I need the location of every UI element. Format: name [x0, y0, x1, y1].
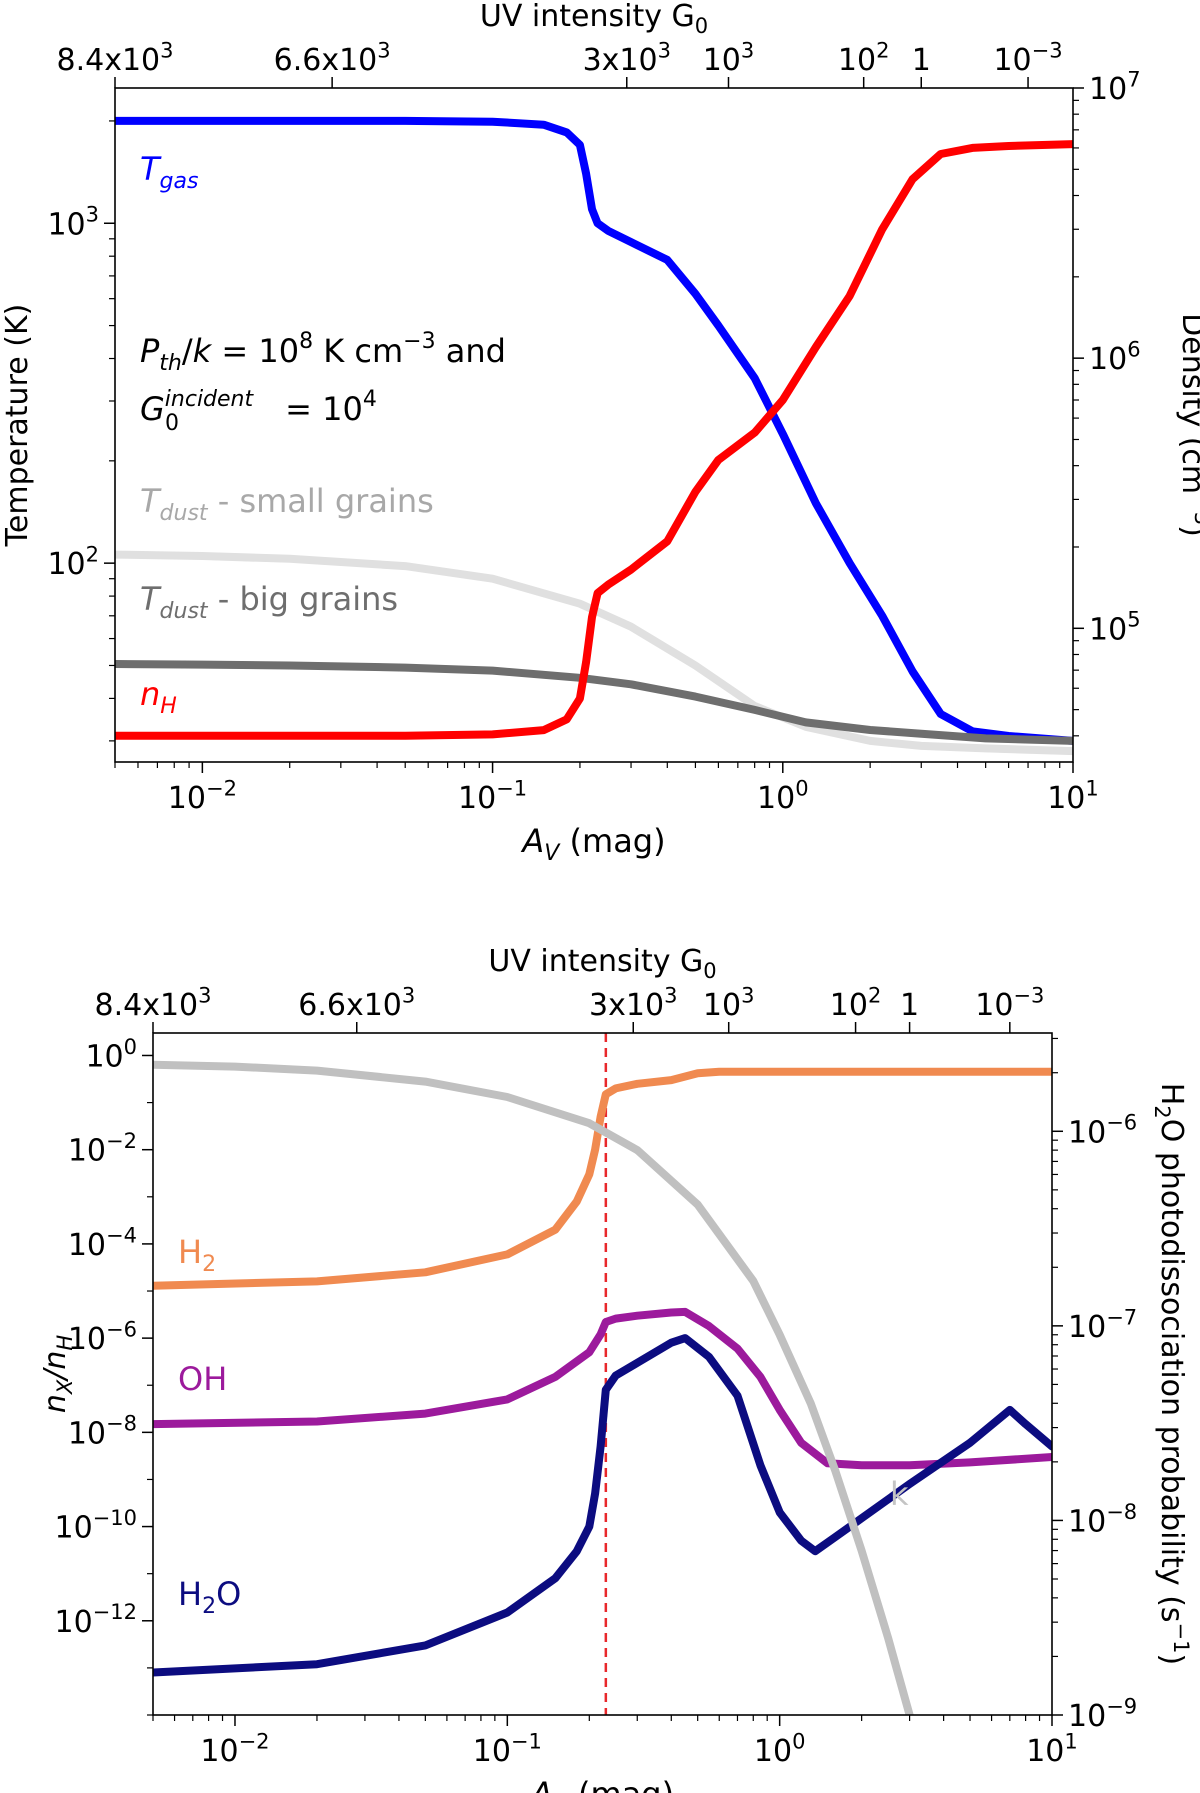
series-label-h2: H2 [178, 1233, 216, 1277]
right-tick-label: 10−8 [1068, 1500, 1137, 1540]
x-axis-label: AV (mag) [529, 1775, 674, 1793]
series-line-t-gas [115, 116, 1073, 745]
series-line-k [153, 1060, 914, 1715]
top-tick-label: 103 [703, 983, 755, 1023]
top-tick-label: 102 [830, 983, 882, 1023]
series-label-k: k [890, 1475, 909, 1513]
right-tick-label: 10−7 [1068, 1305, 1137, 1345]
right-tick-label: 105 [1089, 608, 1141, 648]
top-axis-label: UV intensity G0 [480, 0, 708, 38]
right-axis-label: H2O photodissociation probability (s−1) [1150, 1083, 1193, 1665]
left-tick-label: 10−4 [68, 1223, 137, 1263]
right-tick-label: 106 [1089, 338, 1141, 378]
panel-temperature-density: 10−2 10−1 100 101 AV (mag) 8.4x103 6.6x103 3x10… [0, 0, 1200, 866]
top-tick-label: 8.4x103 [56, 38, 173, 78]
top-tick-label: 10−3 [975, 983, 1044, 1023]
left-tick-label: 10−2 [68, 1129, 137, 1169]
right-axis-label: Density (cm−3) [1175, 313, 1200, 537]
plot-frame [114, 87, 1074, 763]
x-tick-label: 10−1 [473, 1729, 542, 1769]
series-line-oh [153, 1307, 1052, 1470]
x-tick-label: 10−2 [200, 1729, 269, 1769]
top-tick-label: 3x103 [583, 38, 671, 78]
series-label-h2o: H2O [178, 1575, 241, 1619]
top-tick-label: 6.6x103 [274, 38, 391, 78]
series-label-t-gas: Tgas [140, 150, 198, 194]
x-tick-label: 100 [757, 776, 809, 816]
annotation-incident-field: Gincident 0 = 104 [140, 387, 377, 436]
top-tick-label: 3x103 [589, 983, 677, 1023]
series-line-t-dust-big-grains [115, 660, 1073, 745]
left-tick-label: 10−8 [68, 1412, 137, 1452]
annotation-pressure: Pth/k = 108 K cm−3 and [140, 329, 506, 376]
x-tick-label: 10−2 [168, 776, 237, 816]
series-label-t-dust-small-grains: Tdust - small grains [140, 482, 434, 526]
series-label-n-h: nH [140, 675, 177, 719]
top-tick-label: 1 [900, 988, 919, 1023]
left-tick-label: 103 [47, 203, 99, 243]
right-tick-label: 107 [1089, 67, 1141, 107]
left-tick-label: 100 [85, 1035, 137, 1075]
x-tick-label: 100 [754, 1729, 806, 1769]
series-label-oh: OH [178, 1360, 227, 1398]
panel-abundances: 10−2 10−1 100 101 AV (mag) 8.4x103 6.6x103 3x10… [38, 944, 1193, 1793]
top-tick-label: 1 [912, 43, 931, 78]
plot-frame [152, 1032, 1053, 1716]
top-tick-label: 6.6x103 [298, 983, 415, 1023]
series-line-t-dust-small-grains [115, 550, 1073, 756]
series-line-h2o [153, 1334, 1052, 1677]
series-layer [153, 1033, 1052, 1715]
top-tick-label: 8.4x103 [94, 983, 211, 1023]
left-axis-label: nX/nH [38, 1335, 77, 1414]
left-axis-label: Temperature (K) [0, 304, 35, 548]
x-tick-label: 10−1 [458, 776, 527, 816]
top-tick-label: 10−3 [993, 38, 1062, 78]
left-tick-label: 10−6 [68, 1318, 137, 1358]
left-tick-label: 10−12 [54, 1600, 137, 1640]
left-tick-label: 102 [47, 543, 99, 583]
series-line-n-h [115, 140, 1073, 740]
left-tick-label: 10−10 [54, 1506, 137, 1546]
x-tick-label: 101 [1047, 776, 1099, 816]
top-axis-label: UV intensity G0 [488, 944, 716, 983]
right-tick-label: 10−9 [1068, 1694, 1137, 1734]
top-tick-label: 103 [703, 38, 755, 78]
top-tick-label: 102 [838, 38, 890, 78]
right-tick-label: 10−6 [1068, 1111, 1137, 1151]
x-axis-label: AV (mag) [520, 822, 665, 866]
series-line-h2 [153, 1067, 1052, 1290]
series-layer [115, 116, 1073, 756]
series-label-t-dust-big-grains: Tdust - big grains [140, 580, 398, 624]
x-tick-label: 101 [1026, 1729, 1078, 1769]
